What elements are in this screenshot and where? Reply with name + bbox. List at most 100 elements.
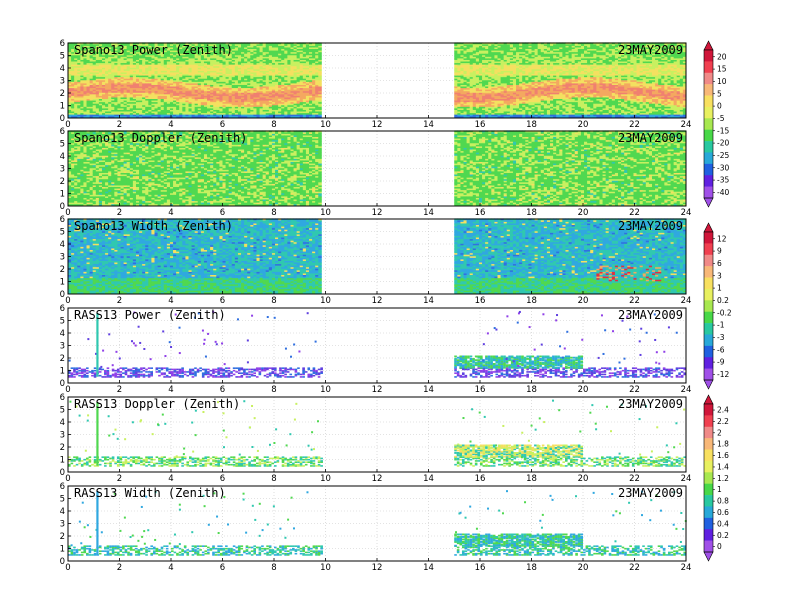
heatmap-cell — [182, 62, 186, 65]
heatmap-cell — [213, 92, 217, 95]
heatmap-cell — [222, 62, 226, 65]
heatmap-cell — [244, 72, 248, 75]
heatmap-cell — [213, 76, 217, 79]
heatmap-cell — [86, 73, 91, 76]
heatmap-cell — [200, 72, 205, 75]
heatmap-cell — [126, 51, 131, 54]
heatmap-cell — [200, 84, 205, 87]
heatmap-cell — [237, 67, 242, 70]
heatmap-cell — [197, 67, 202, 70]
heatmap-cell — [151, 111, 155, 114]
heatmap-cell — [166, 67, 171, 70]
heatmap-cell — [148, 106, 152, 109]
heatmap-cell — [111, 68, 115, 71]
heatmap-cell — [166, 54, 171, 57]
heatmap-cell — [105, 70, 109, 73]
heatmap-cell — [210, 90, 214, 93]
heatmap-cell — [231, 67, 236, 70]
heatmap-cell — [111, 100, 115, 103]
heatmap-cell — [80, 97, 84, 100]
heatmap-cell — [194, 45, 199, 48]
heatmap-cell — [166, 59, 171, 62]
heatmap-cell — [157, 111, 162, 114]
heatmap-cell — [108, 83, 112, 85]
heatmap-cell — [237, 84, 242, 87]
heatmap-cell — [126, 70, 131, 73]
heatmap-cell — [154, 109, 159, 112]
heatmap-cell — [194, 51, 199, 54]
heatmap-cell — [135, 78, 140, 81]
heatmap-cell — [231, 75, 236, 78]
heatmap-cell — [98, 92, 103, 95]
heatmap-cell — [160, 100, 165, 103]
heatmap-cell — [80, 68, 84, 71]
heatmap-cell — [129, 59, 134, 62]
heatmap-cell — [68, 101, 72, 104]
heatmap-cell — [123, 93, 128, 96]
heatmap-cell — [207, 103, 211, 106]
heatmap-cell — [207, 61, 211, 64]
heatmap-cell — [176, 90, 180, 93]
heatmap-cell — [185, 89, 189, 92]
heatmap-cell — [228, 48, 233, 51]
heatmap-cell — [95, 78, 100, 81]
heatmap-cell — [197, 48, 202, 51]
heatmap-cell — [222, 61, 226, 64]
heatmap-cell — [185, 101, 189, 104]
heatmap-cell — [219, 70, 223, 73]
heatmap-cell — [74, 98, 78, 101]
heatmap-cell — [247, 51, 251, 54]
heatmap-cell — [151, 114, 155, 117]
heatmap-cell — [154, 62, 159, 65]
heatmap-cell — [126, 89, 131, 92]
heatmap-cell — [197, 104, 202, 107]
heatmap-cell — [139, 64, 143, 67]
heatmap-cell — [68, 47, 72, 50]
heatmap-cell — [139, 68, 143, 71]
heatmap-cell — [135, 98, 140, 101]
heatmap-cell — [216, 86, 220, 89]
heatmap-cell — [101, 84, 106, 87]
heatmap-cell — [154, 93, 159, 96]
heatmap-cell — [234, 56, 239, 59]
heatmap-cell — [213, 56, 217, 59]
heatmap-cell — [216, 104, 220, 107]
heatmap-cell — [237, 79, 242, 82]
heatmap-cell — [101, 56, 106, 59]
heatmap-cell — [241, 92, 245, 95]
heatmap-cell — [74, 70, 78, 73]
heatmap-cell — [120, 101, 125, 104]
heatmap-cell — [213, 48, 217, 51]
heatmap-cell — [173, 72, 177, 75]
heatmap-cell — [244, 104, 248, 107]
heatmap-cell — [231, 89, 236, 92]
heatmap-cell — [219, 43, 223, 46]
heatmap-cell — [225, 97, 230, 100]
heatmap-cell — [179, 106, 183, 109]
heatmap-cell — [228, 58, 233, 60]
heatmap-cell — [98, 79, 103, 82]
heatmap-cell — [244, 75, 248, 78]
heatmap-cell — [197, 70, 202, 73]
heatmap-cell — [231, 95, 236, 98]
heatmap-cell — [74, 101, 78, 104]
heatmap-cell — [139, 47, 143, 50]
heatmap-cell — [148, 64, 152, 67]
heatmap-cell — [207, 84, 211, 87]
heatmap-cell — [188, 84, 192, 87]
heatmap-cell — [185, 65, 189, 68]
heatmap-cell — [129, 67, 134, 70]
heatmap-cell — [241, 53, 245, 56]
heatmap-cell — [222, 54, 226, 57]
heatmap-cell — [129, 56, 134, 59]
heatmap-cell — [197, 62, 202, 65]
heatmap-cell — [148, 58, 152, 60]
heatmap-cell — [86, 65, 91, 68]
heatmap-cell — [234, 54, 239, 57]
heatmap-cell — [95, 93, 100, 96]
heatmap-cell — [188, 62, 192, 65]
heatmap-cell — [71, 50, 75, 53]
heatmap-cell — [237, 59, 242, 62]
heatmap-cell — [154, 76, 159, 79]
